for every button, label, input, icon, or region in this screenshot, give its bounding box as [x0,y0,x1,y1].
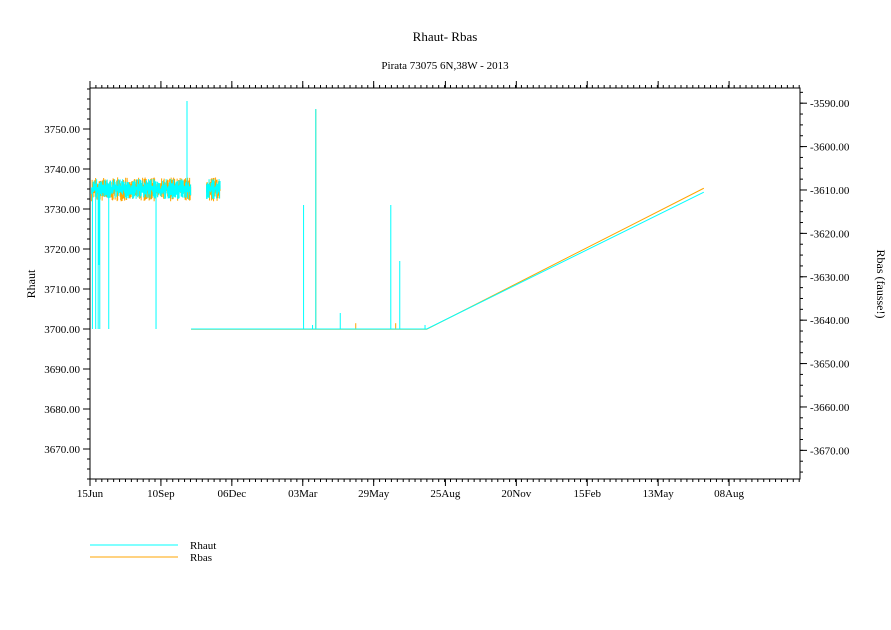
y-right-tick-label: -3630.00 [810,272,850,284]
y-tick-label: 3730.00 [44,204,80,216]
x-tick-label: 03Mar [288,488,318,500]
y-right-tick-label: -3610.00 [810,185,850,197]
x-tick-label: 08Aug [714,488,744,500]
y-tick-label: 3710.00 [44,284,80,296]
x-tick-label: 13May [643,488,675,500]
x-tick-label: 06Dec [217,488,246,500]
y-right-tick-label: -3640.00 [810,315,850,327]
y-right-tick-label: -3590.00 [810,98,850,110]
chart-subtitle: Pirata 73075 6N,38W - 2013 [381,60,509,72]
series-rbas [91,102,705,330]
x-tick-label: 15Jun [77,488,104,500]
y-right-tick-label: -3620.00 [810,228,850,240]
noise-band [206,179,221,199]
y-right-tick-label: -3660.00 [810,402,850,414]
legend-label-rbas: Rbas [190,552,212,564]
legend-label-rhaut: Rhaut [190,540,216,552]
series-rhaut [91,101,705,330]
y-right-tick-label: -3600.00 [810,142,850,154]
chart-title: Rhaut- Rbas [413,29,478,44]
y-tick-label: 3670.00 [44,444,80,456]
series-line [191,187,705,330]
legend: Rhaut Rbas [90,540,216,564]
y-tick-label: 3680.00 [44,404,80,416]
x-tick-label: 10Sep [147,488,175,500]
x-tick-label: 15Feb [573,488,601,500]
plot-frame [89,87,801,480]
noise-band [91,179,192,199]
y-tick-label: 3740.00 [44,164,80,176]
plot-series [91,101,705,330]
y-axis-label-right: Rbas (fausse!) [874,250,888,319]
x-tick-label: 25Aug [430,488,460,500]
axes: 15Jun 10Sep 06Dec 03Mar 29May 25Aug 20Nov 15Feb… [44,81,850,500]
y-tick-label: 3750.00 [44,124,80,136]
x-tick-label: 20Nov [501,488,531,500]
y-axis-label: Rhaut [24,269,38,298]
y-tick-label: 3700.00 [44,324,80,336]
y-tick-label: 3720.00 [44,244,80,256]
x-tick-label: 29May [358,488,390,500]
series-line [191,191,705,330]
y-right-tick-label: -3670.00 [810,445,850,457]
y-tick-label: 3690.00 [44,364,80,376]
y-right-tick-label: -3650.00 [810,359,850,371]
